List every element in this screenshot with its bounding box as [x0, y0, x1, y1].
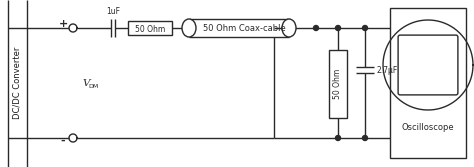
Text: +: +	[58, 19, 68, 29]
Text: 2.7μF: 2.7μF	[377, 65, 398, 74]
Text: 1uF: 1uF	[106, 7, 120, 16]
Polygon shape	[336, 26, 340, 31]
Text: 50 Ohm Coax-cable: 50 Ohm Coax-cable	[202, 24, 285, 33]
FancyBboxPatch shape	[390, 8, 466, 158]
Text: Oscilloscope: Oscilloscope	[401, 124, 454, 132]
Text: DM: DM	[88, 84, 98, 89]
Polygon shape	[313, 26, 319, 31]
Text: V: V	[82, 78, 90, 88]
FancyBboxPatch shape	[329, 50, 347, 118]
Polygon shape	[363, 135, 367, 140]
Text: -: -	[61, 136, 65, 146]
Text: 50 Ohm: 50 Ohm	[135, 25, 165, 34]
Polygon shape	[363, 26, 367, 31]
Ellipse shape	[182, 19, 196, 37]
Text: 50 Ohm: 50 Ohm	[334, 69, 343, 99]
FancyBboxPatch shape	[128, 21, 172, 35]
FancyBboxPatch shape	[398, 35, 458, 95]
Text: DC/DC Converter: DC/DC Converter	[13, 47, 22, 119]
Polygon shape	[336, 135, 340, 140]
Ellipse shape	[282, 19, 296, 37]
